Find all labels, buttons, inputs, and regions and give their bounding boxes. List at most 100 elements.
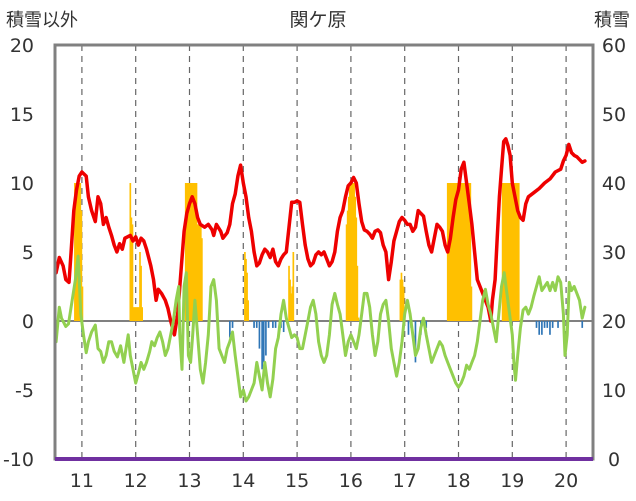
bar-3-18 [425,321,428,328]
right-tick-30: 30 [602,242,626,264]
bar-2-69 [455,183,458,321]
bar-2-39 [247,300,249,321]
bar-2-2 [76,183,78,321]
bar-2-0 [74,183,76,321]
series-layer [54,137,587,403]
x-tick-11: 11 [70,470,94,492]
bar-3-21 [541,321,543,335]
bar-2-27 [192,183,195,321]
bar-2-45 [345,224,348,321]
left-tick--5: -5 [15,380,34,402]
bar-2-33 [198,224,201,321]
bar-2-79 [466,183,468,321]
bar-series-3 [81,321,584,370]
x-tick-14: 14 [231,470,255,492]
bar-2-20 [184,183,187,321]
bar-2-80 [467,183,470,321]
bar-2-5 [79,183,82,321]
x-tick-labels: 11 12 13 14 15 16 17 18 19 20 [70,470,578,492]
left-axis-label: 積雪以外 [6,10,78,31]
bar-2-55 [356,265,359,321]
bar-2-83 [470,286,473,321]
bar-2-81 [468,183,471,321]
bar-2-28 [193,183,196,321]
bar-2-41 [289,279,291,321]
bar-2-71 [457,183,460,321]
bar-2-68 [454,183,457,321]
bar-3-2 [231,321,234,328]
bar-2-49 [350,183,352,321]
bar-3-27 [581,321,584,328]
bar-2-30 [195,183,198,321]
bar-2-70 [456,183,459,321]
bar-2-51 [352,183,354,321]
bar-2-7 [81,286,84,321]
bar-2-24 [189,183,191,321]
bar-2-25 [190,183,192,321]
bar-2-65 [451,183,453,321]
bar-2-4 [78,183,81,321]
x-tick-16: 16 [339,470,363,492]
bar-2-98 [516,183,519,321]
bar-3-9 [267,321,270,328]
bar-2-12 [133,307,136,321]
bar-2-66 [452,183,454,321]
chart-title: 関ケ原 [289,9,346,31]
bar-2-58 [400,272,403,321]
bar-2-44 [292,252,295,321]
bar-2-18 [140,265,142,321]
bar-2-50 [351,183,353,321]
bar-2-60 [402,286,405,321]
bar-2-46 [346,210,349,321]
bar-2-88 [506,183,508,321]
bar-2-31 [196,224,199,321]
bar-2-95 [513,183,516,321]
bar-2-52 [353,183,355,321]
right-tick-20: 20 [602,311,626,333]
x-tick-15: 15 [285,470,309,492]
bar-3-26 [557,321,559,328]
bar-2-91 [509,183,511,321]
bar-2-35 [201,238,203,321]
bar-2-59 [401,279,404,321]
bar-2-92 [510,183,513,321]
bar-2-29 [194,183,197,321]
bar-2-97 [515,183,518,321]
right-tick-0: 0 [608,449,620,471]
bar-2-82 [469,183,472,321]
bar-3-11 [274,321,277,328]
left-tick-20: 20 [10,35,34,57]
bar-2-85 [502,183,505,321]
bar-2-34 [199,224,202,321]
bar-2-37 [245,258,247,321]
bar-2-64 [450,183,452,321]
bar-2-57 [399,279,402,321]
bar-2-90 [508,183,510,321]
left-tick-0: 0 [22,311,34,333]
bar-3-16 [414,321,417,363]
right-tick-60: 60 [602,35,626,57]
x-tick-20: 20 [554,470,578,492]
bar-2-6 [80,210,83,321]
bar-2-54 [355,217,358,321]
right-axis-label: 積雪 [594,10,630,31]
bar-3-20 [538,321,541,335]
bar-2-93 [511,183,514,321]
x-tick-12: 12 [124,470,148,492]
left-tick-10: 10 [10,173,34,195]
bar-2-72 [458,183,461,321]
bar-2-48 [348,183,351,321]
bar-2-76 [463,183,465,321]
bar-3-19 [535,321,538,328]
left-tick-5: 5 [22,242,34,264]
bar-2-32 [197,224,200,321]
bar-2-3 [77,183,79,321]
bar-2-73 [459,183,462,321]
bar-2-8 [129,183,132,321]
right-tick-10: 10 [602,380,626,402]
bar-2-16 [138,307,140,321]
bar-2-11 [132,307,135,321]
x-tick-18: 18 [446,470,470,492]
right-tick-labels: 60 50 40 30 20 10 0 [602,35,626,471]
bar-3-4 [255,321,258,328]
